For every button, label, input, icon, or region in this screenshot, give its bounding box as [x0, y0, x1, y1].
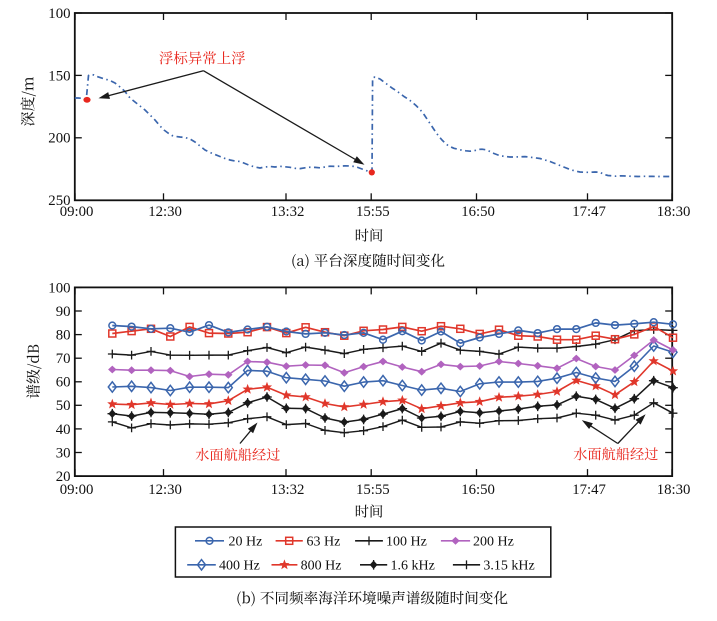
svg-text:18:30: 18:30 — [657, 204, 691, 220]
svg-text:30: 30 — [56, 445, 71, 461]
svg-text:200 Hz: 200 Hz — [473, 535, 514, 550]
svg-text:13:32: 13:32 — [271, 482, 305, 498]
svg-text:150: 150 — [48, 68, 70, 84]
svg-text:12:30: 12:30 — [148, 482, 182, 498]
svg-text:15:55: 15:55 — [356, 482, 390, 498]
svg-text:90: 90 — [56, 304, 71, 320]
svg-text:250: 250 — [48, 193, 70, 209]
svg-text:12:30: 12:30 — [148, 204, 182, 220]
svg-text:800 Hz: 800 Hz — [301, 559, 342, 574]
svg-text:100 Hz: 100 Hz — [386, 535, 427, 550]
svg-text:16:50: 16:50 — [461, 482, 495, 498]
svg-text:60: 60 — [56, 375, 71, 391]
svg-text:70: 70 — [56, 351, 71, 367]
svg-text:400 Hz: 400 Hz — [219, 559, 260, 574]
svg-text:09:00: 09:00 — [60, 482, 94, 498]
svg-text:15:55: 15:55 — [356, 204, 390, 220]
svg-text:40: 40 — [56, 422, 71, 438]
svg-text:100: 100 — [48, 6, 70, 22]
svg-text:18:30: 18:30 — [657, 482, 691, 498]
svg-text:1.6 kHz: 1.6 kHz — [391, 559, 435, 574]
svg-text:17:47: 17:47 — [572, 204, 606, 220]
svg-text:13:32: 13:32 — [271, 204, 305, 220]
svg-text:09:00: 09:00 — [60, 204, 94, 220]
svg-text:100: 100 — [48, 280, 70, 296]
svg-text:3.15 kHz: 3.15 kHz — [483, 559, 534, 574]
svg-text:80: 80 — [56, 328, 71, 344]
svg-text:63 Hz: 63 Hz — [307, 535, 341, 550]
svg-text:200: 200 — [48, 131, 70, 147]
svg-text:16:50: 16:50 — [461, 204, 495, 220]
svg-text:20: 20 — [56, 469, 71, 485]
svg-text:50: 50 — [56, 398, 71, 414]
svg-text:20 Hz: 20 Hz — [229, 535, 263, 550]
svg-text:17:47: 17:47 — [572, 482, 606, 498]
